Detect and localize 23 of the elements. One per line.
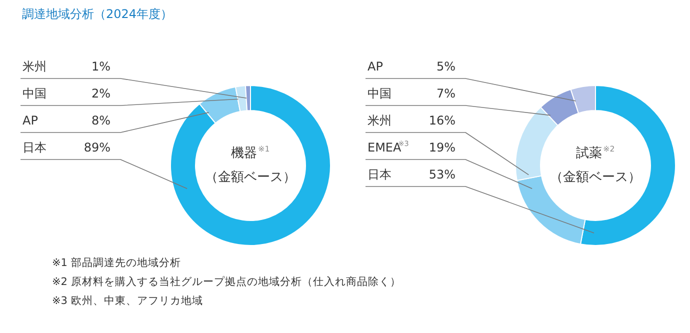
- data-label: 7%: [436, 86, 456, 100]
- text: （金額ベース）: [205, 170, 296, 185]
- text: ※3 欧州、中東、アフリカ地域: [52, 295, 203, 307]
- slice-label: 米州: [368, 114, 392, 128]
- data-label: 16%: [428, 114, 456, 128]
- text: ※2 原材料を購入する当社グループ拠点の地域分析（仕入れ商品除く）: [52, 276, 401, 288]
- data-label: 2%: [91, 86, 111, 100]
- data-label: 89%: [84, 140, 110, 154]
- data-label: 8%: [91, 114, 111, 128]
- slice-label: 中国: [22, 86, 46, 100]
- slice-label: AP: [22, 114, 38, 128]
- slice-label: AP: [368, 60, 383, 74]
- text: 調達地域分析（2024年度）: [22, 6, 173, 23]
- text: ※1 部品調達先の地域分析: [52, 257, 181, 269]
- slice-label: 中国: [368, 86, 392, 100]
- slice-label: 米州: [22, 60, 46, 74]
- slice-label: 日本: [368, 168, 392, 182]
- data-label: 5%: [436, 60, 456, 74]
- text: （金額ベース）: [550, 170, 641, 185]
- data-label: 53%: [428, 168, 456, 182]
- data-label: 19%: [428, 140, 456, 154]
- data-label: 1%: [91, 60, 111, 74]
- slice-label: 日本: [22, 140, 46, 154]
